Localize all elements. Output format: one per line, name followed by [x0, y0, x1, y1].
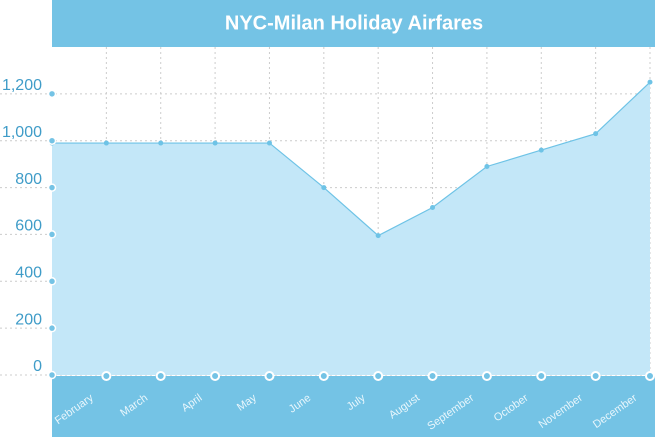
y-tick-mark [47, 89, 57, 99]
data-point [158, 140, 164, 146]
y-tick-mark [47, 230, 57, 239]
x-tick-mark [318, 371, 329, 381]
title-bar [52, 0, 655, 47]
y-tick-mark [47, 323, 57, 333]
y-tick-label: 0 [33, 358, 42, 375]
x-tick-mark [373, 371, 384, 381]
data-point [593, 131, 599, 137]
chart-title: NYC-Milan Holiday Airfares [225, 12, 483, 34]
y-tick-label: 1,200 [2, 77, 42, 94]
y-tick-mark [47, 370, 57, 380]
y-tick-label: 200 [15, 311, 42, 328]
data-point [103, 140, 109, 146]
x-tick-mark [590, 371, 601, 381]
area-line [52, 81, 651, 237]
data-point [212, 140, 218, 146]
data-point [538, 147, 544, 153]
y-tick-label: 400 [15, 265, 42, 282]
x-axis-band [52, 376, 655, 437]
y-tick-label: 600 [15, 218, 42, 235]
x-tick-mark [155, 371, 166, 381]
y-tick-mark [47, 183, 57, 192]
y-tick-mark [47, 277, 57, 286]
data-point [266, 140, 272, 146]
data-point [484, 163, 490, 169]
data-point [647, 79, 653, 85]
data-point [430, 204, 436, 210]
y-tick-mark [47, 136, 57, 145]
data-point [321, 185, 327, 191]
x-tick-mark [536, 371, 547, 381]
data-point [375, 233, 381, 239]
area-fill [52, 82, 650, 376]
x-tick-mark [427, 371, 438, 381]
x-tick-mark [645, 371, 655, 381]
x-tick-mark [481, 371, 492, 381]
x-tick-mark [101, 371, 112, 381]
x-tick-mark [210, 371, 221, 381]
y-tick-label: 800 [15, 171, 42, 188]
y-tick-label: 1,000 [2, 124, 42, 141]
x-tick-mark [264, 371, 275, 381]
